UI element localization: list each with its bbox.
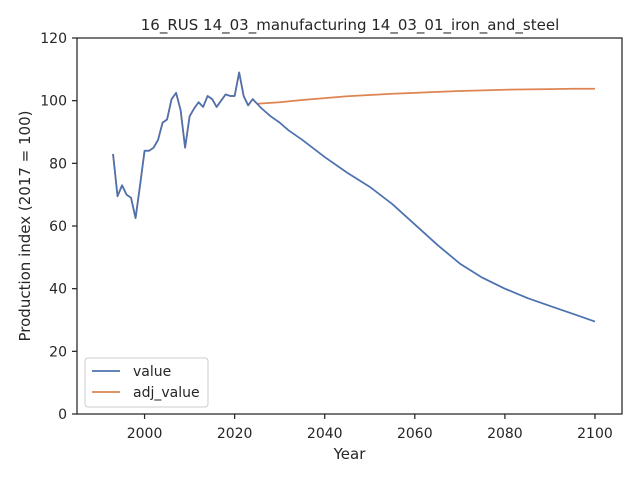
x-axis-label: Year [333, 445, 367, 463]
x-tick-label: 2020 [217, 426, 253, 442]
x-tick-label: 2040 [307, 426, 343, 442]
y-tick-label: 60 [49, 219, 67, 235]
x-tick-label: 2060 [397, 426, 433, 442]
series-line-value [112, 71, 596, 323]
chart-title: 16_RUS 14_03_manufacturing 14_03_01_iron… [141, 16, 560, 35]
x-tick-label: 2000 [127, 426, 163, 442]
y-tick-label: 100 [40, 94, 67, 110]
x-axis-ticks: 2000 2020 2040 2060 2080 2100 [127, 414, 613, 442]
y-tick-label: 20 [49, 344, 67, 360]
plot-area [77, 38, 622, 414]
y-tick-label: 0 [58, 407, 67, 423]
y-axis-ticks: 0 20 40 60 80 100 120 [40, 31, 77, 423]
plot-frame [76, 37, 623, 415]
y-tick-label: 80 [49, 156, 67, 172]
x-tick-label: 2080 [487, 426, 523, 442]
y-tick-label: 40 [49, 282, 67, 298]
x-tick-label: 2100 [577, 426, 613, 442]
legend-label-adj-value: adj_value [133, 385, 200, 401]
y-axis-label: Production index (2017 = 100) [16, 111, 34, 342]
legend-label-value: value [133, 364, 171, 380]
legend: value adj_value [84, 357, 209, 408]
y-tick-label: 120 [40, 31, 67, 47]
series-layer [112, 71, 596, 323]
